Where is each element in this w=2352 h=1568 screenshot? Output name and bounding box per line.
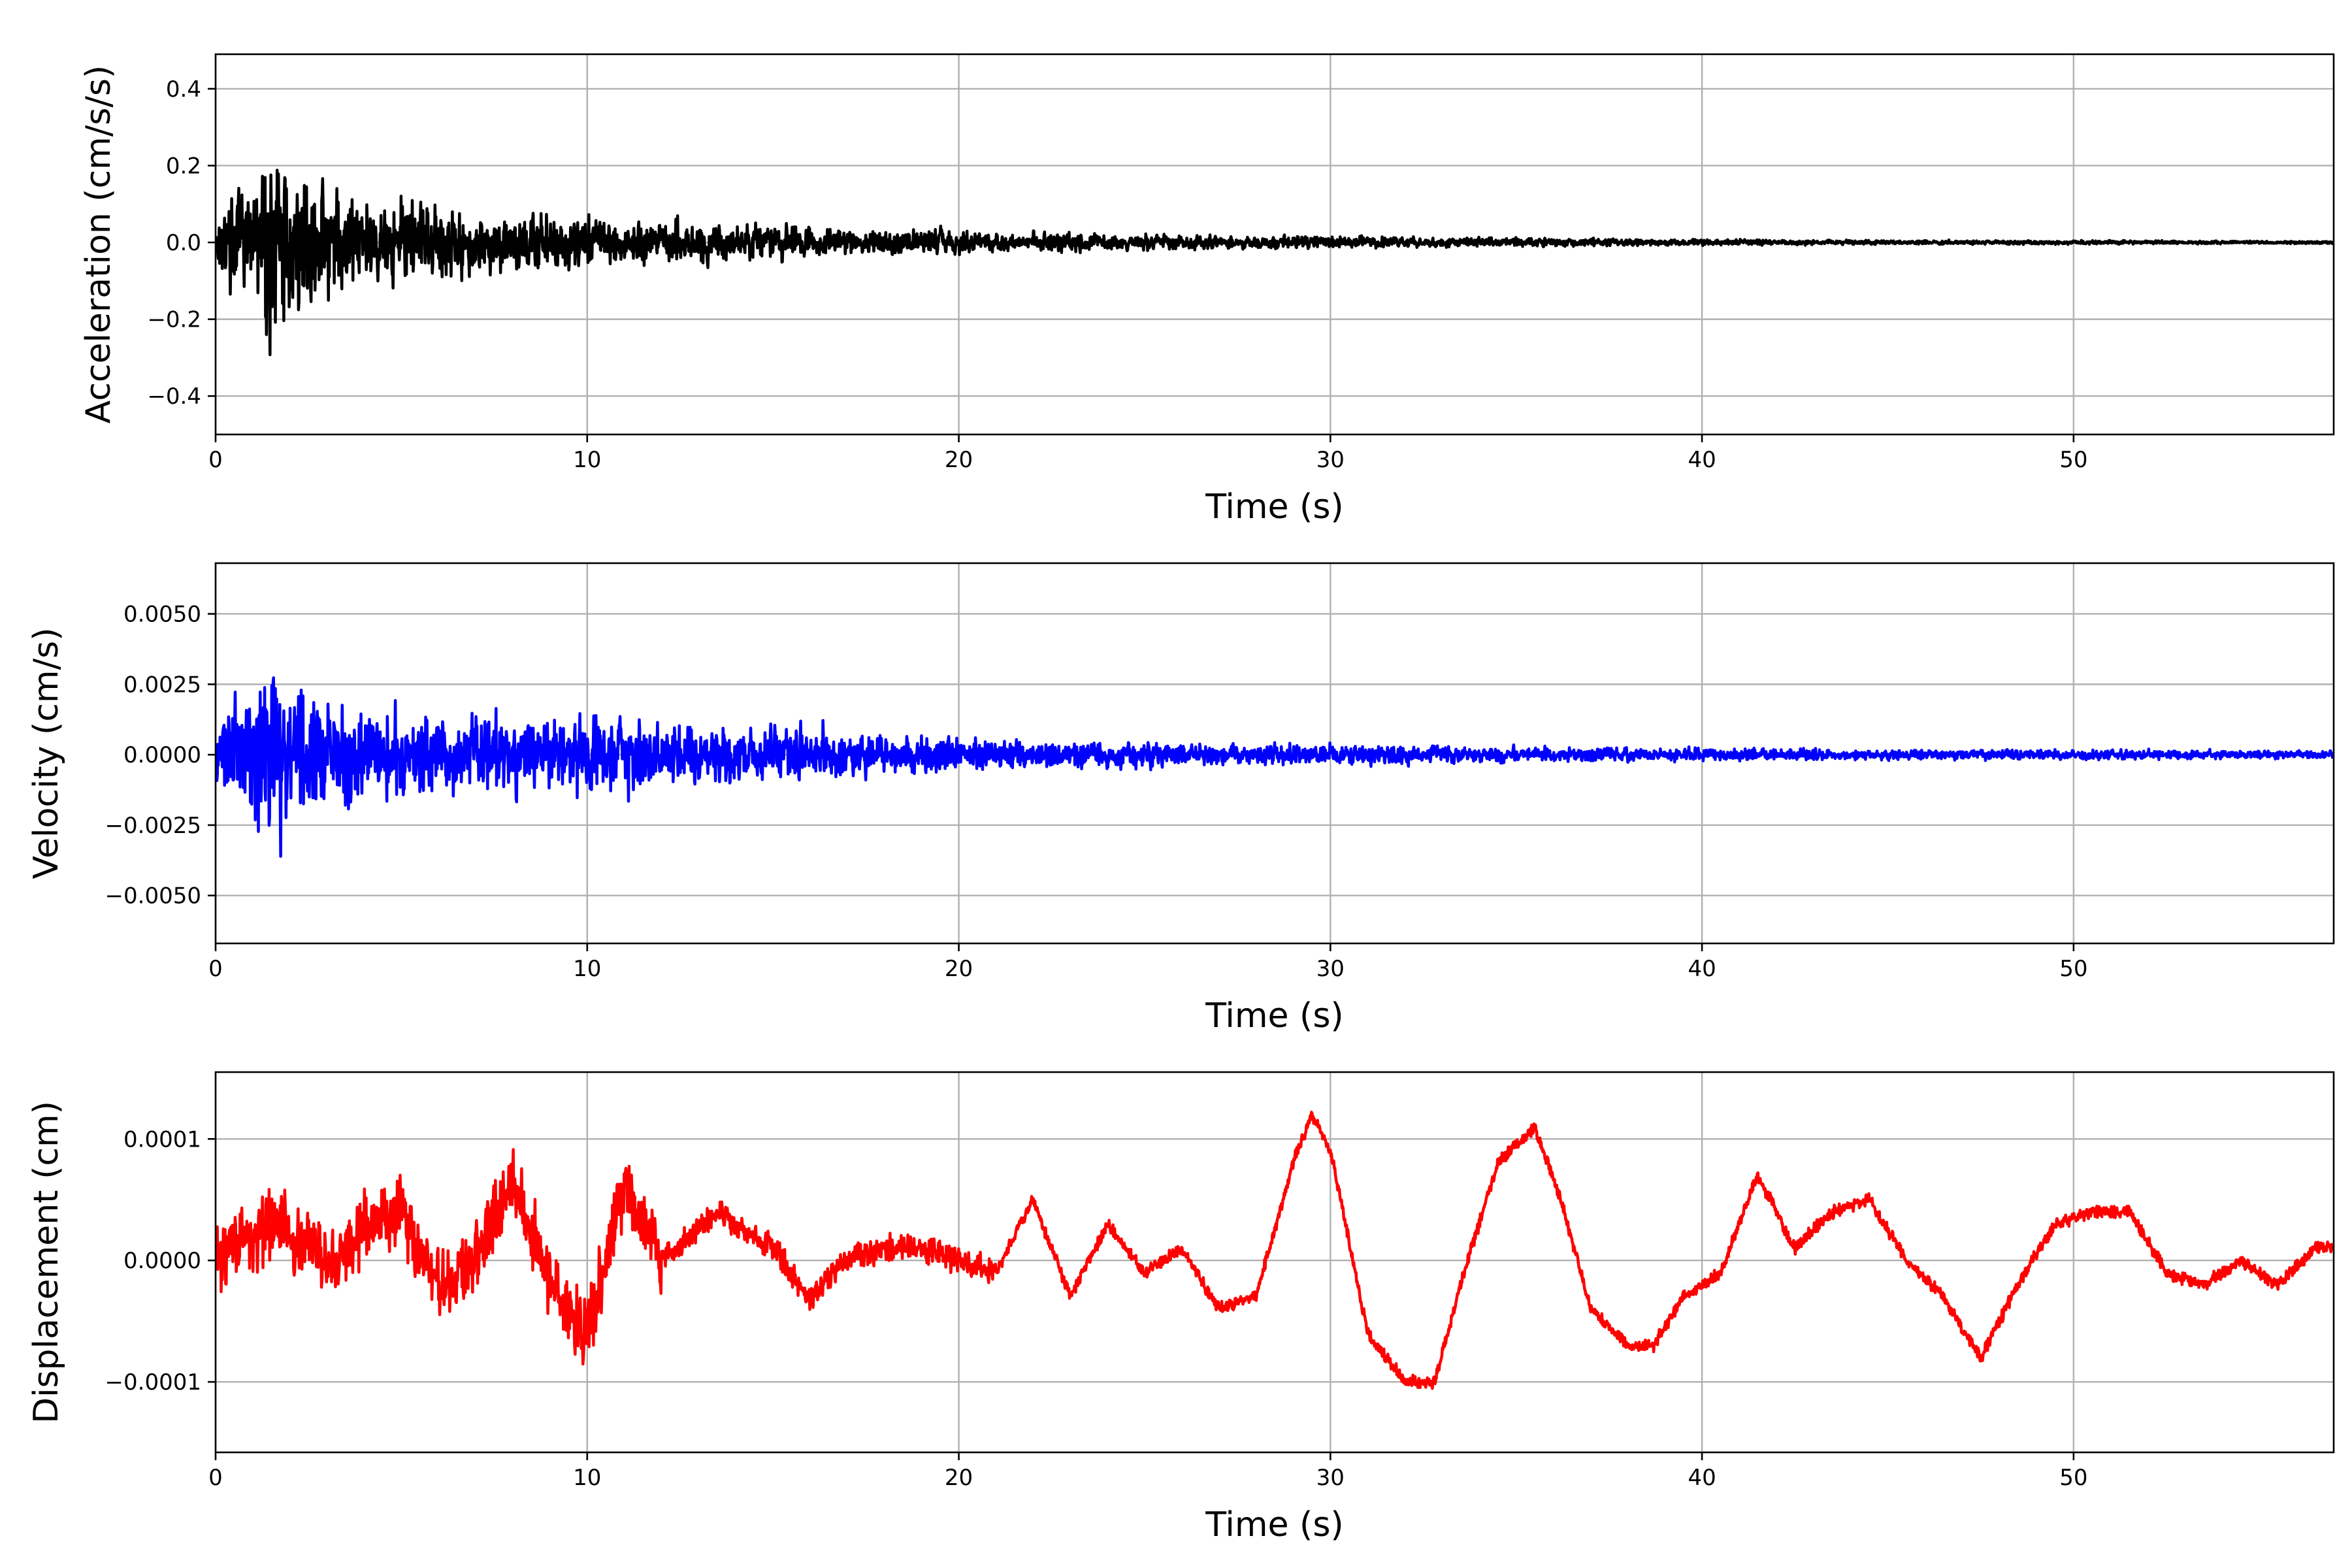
displacement-x-tick-label: 10 xyxy=(573,1465,601,1491)
displacement-x-tick-label: 50 xyxy=(2059,1465,2087,1491)
displacement-y-tick-label: 0.0000 xyxy=(123,1248,201,1274)
acceleration-y-tick-label: −0.2 xyxy=(147,307,201,333)
velocity-x-tick-label: 30 xyxy=(1316,956,1345,982)
acceleration-x-tick-label: 20 xyxy=(945,447,973,473)
displacement-axes-frame xyxy=(214,1071,2335,1454)
velocity-y-tick-label: 0.0025 xyxy=(123,672,201,698)
displacement-x-tick-label: 20 xyxy=(945,1465,973,1491)
displacement-y-tick-label: −0.0001 xyxy=(105,1369,201,1396)
displacement-x-tick-label: 30 xyxy=(1316,1465,1345,1491)
acceleration-x-tick-label: 30 xyxy=(1316,447,1345,473)
displacement-x-axis-label: Time (s) xyxy=(1205,1505,1343,1544)
acceleration-x-tick-label: 50 xyxy=(2059,447,2087,473)
velocity-y-tick-label: 0.0000 xyxy=(123,742,201,768)
acceleration-y-tick-label: −0.4 xyxy=(147,384,201,410)
acceleration-axes-frame xyxy=(214,53,2335,436)
acceleration-x-tick-label: 0 xyxy=(208,447,223,473)
velocity-axes-frame xyxy=(214,562,2335,945)
acceleration-y-tick-label: 0.2 xyxy=(166,153,201,179)
displacement-y-tick-label: 0.0001 xyxy=(123,1126,201,1152)
acceleration-x-tick-label: 10 xyxy=(573,447,601,473)
displacement-x-tick-label: 0 xyxy=(208,1465,223,1491)
velocity-panel: 0 10 20 30 40 50 −0.0050 −0.0025 0.0000 0.0025 0.0… xyxy=(27,562,2335,1036)
acceleration-panel: 0 10 20 30 40 50 −0.4 −0.2 0.0 0.2 0.4 Time (s) Acce… xyxy=(79,53,2335,527)
velocity-x-tick-label: 20 xyxy=(945,956,973,982)
velocity-y-axis-label: Velocity (cm/s) xyxy=(27,628,66,879)
velocity-x-axis-label: Time (s) xyxy=(1205,996,1343,1036)
velocity-x-tick-label: 40 xyxy=(1688,956,1716,982)
acceleration-x-axis-label: Time (s) xyxy=(1205,487,1343,527)
acceleration-series-line xyxy=(216,169,2334,357)
displacement-x-tick-label: 40 xyxy=(1688,1465,1716,1491)
displacement-series-line xyxy=(216,1111,2334,1390)
velocity-x-tick-label: 10 xyxy=(573,956,601,982)
velocity-y-tick-label: −0.0025 xyxy=(105,813,201,839)
acceleration-y-tick-label: 0.4 xyxy=(166,76,201,103)
acceleration-y-axis-label: Acceleration (cm/s/s) xyxy=(79,65,118,424)
acceleration-y-tick-label: 0.0 xyxy=(166,230,201,256)
velocity-x-tick-label: 50 xyxy=(2059,956,2087,982)
acceleration-x-tick-label: 40 xyxy=(1688,447,1716,473)
velocity-y-tick-label: 0.0050 xyxy=(123,602,201,628)
velocity-x-tick-label: 0 xyxy=(208,956,223,982)
displacement-panel: 0 10 20 30 40 50 −0.0001 0.0000 0.0001 Time (s) Di… xyxy=(27,1071,2335,1544)
velocity-series-line xyxy=(216,676,2334,858)
displacement-y-axis-label: Displacement (cm) xyxy=(27,1101,66,1424)
velocity-y-tick-label: −0.0050 xyxy=(105,883,201,909)
